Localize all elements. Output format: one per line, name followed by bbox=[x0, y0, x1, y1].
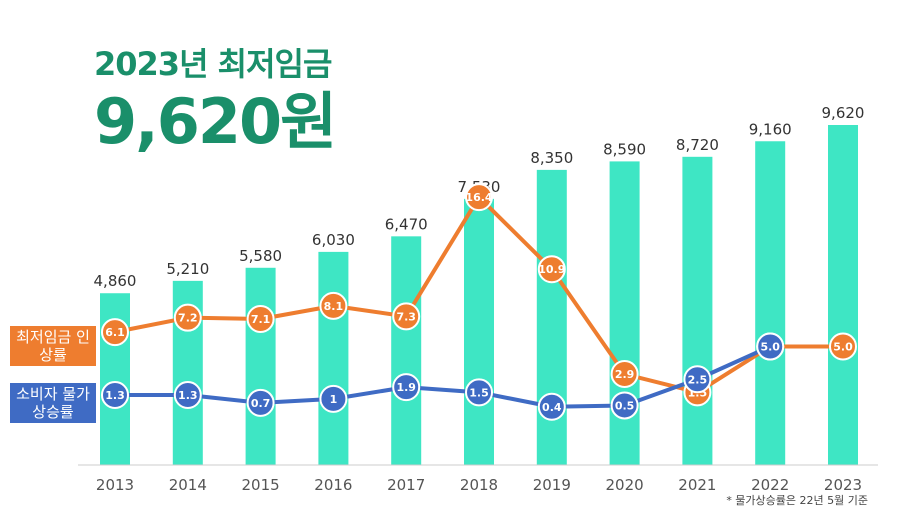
bar-label-2021: 8,720 bbox=[676, 136, 719, 154]
wage-rate-label-2023: 5.0 bbox=[833, 341, 853, 354]
cpi-rate-point-2022 bbox=[756, 332, 785, 361]
bar-label-2014: 5,210 bbox=[166, 260, 209, 278]
bar-label-2016: 6,030 bbox=[312, 231, 355, 249]
x-tick-2020: 2020 bbox=[606, 476, 644, 494]
bar-2021 bbox=[682, 156, 713, 466]
cpi-rate-line bbox=[115, 344, 772, 409]
headline-subtitle: 2023년 최저임금 bbox=[94, 45, 332, 83]
bar-2016 bbox=[318, 251, 349, 465]
cpi-rate-point-2016 bbox=[319, 384, 348, 413]
footnote: * 물가상승률은 22년 5월 기준 bbox=[726, 494, 868, 507]
cpi-rate-point-2013 bbox=[101, 380, 129, 409]
bar-2022 bbox=[755, 141, 786, 465]
x-tick-2022: 2022 bbox=[751, 476, 789, 494]
wage-rate-point-2018 bbox=[465, 183, 493, 212]
headline-amount: 9,620원 bbox=[94, 85, 337, 158]
cpi-rate-point-2019 bbox=[537, 392, 566, 421]
x-tick-2018: 2018 bbox=[460, 476, 498, 494]
cpi-rate-point-2014 bbox=[173, 380, 202, 409]
bar-label-2019: 8,350 bbox=[530, 149, 573, 167]
wage-rate-point-2013 bbox=[101, 318, 129, 347]
cpi-rate-label-2019: 0.4 bbox=[542, 401, 562, 414]
bar-2015 bbox=[245, 267, 276, 465]
bar-label-2015: 5,580 bbox=[239, 247, 282, 265]
bar-2017 bbox=[391, 236, 422, 465]
cpi-rate-label-2013: 1.3 bbox=[105, 389, 125, 402]
wage-rate-label-2020: 2.9 bbox=[615, 368, 635, 381]
legend-cpi-rate: 소비자 물가 상승률 bbox=[10, 383, 96, 423]
x-tick-2023: 2023 bbox=[824, 476, 862, 494]
x-tick-2017: 2017 bbox=[387, 476, 425, 494]
cpi-rate-point-2015 bbox=[246, 388, 275, 417]
cpi-rate-label-2021: 2.5 bbox=[688, 373, 708, 386]
cpi-rate-point-2020 bbox=[610, 391, 639, 420]
wage-rate-point-2017 bbox=[392, 302, 421, 331]
cpi-rate-label-2017: 1.9 bbox=[396, 381, 416, 394]
cpi-rate-label-2020: 0.5 bbox=[615, 399, 635, 412]
cpi-rate-label-2022: 5.0 bbox=[760, 341, 780, 354]
bar-label-2023: 9,620 bbox=[822, 104, 865, 122]
bar-label-2020: 8,590 bbox=[603, 140, 646, 158]
x-tick-2019: 2019 bbox=[533, 476, 571, 494]
wage-rate-point-2020 bbox=[610, 360, 639, 389]
x-tick-2015: 2015 bbox=[242, 476, 280, 494]
cpi-rate-label-2015: 0.7 bbox=[251, 397, 271, 410]
bar-label-2017: 6,470 bbox=[385, 215, 428, 233]
wage-rate-label-2016: 8.1 bbox=[324, 300, 344, 313]
bar-label-2013: 4,860 bbox=[94, 272, 137, 290]
bar-2020 bbox=[609, 161, 640, 465]
cpi-rate-label-2014: 1.3 bbox=[178, 389, 198, 402]
x-tick-2013: 2013 bbox=[96, 476, 134, 494]
wage-rate-point-2015 bbox=[246, 304, 275, 333]
wage-rate-label-2013: 6.1 bbox=[105, 326, 125, 339]
wage-rate-point-2023 bbox=[829, 332, 857, 361]
legend-wage-rate: 최저임금 인상률 bbox=[10, 326, 96, 366]
cpi-rate-point-2021 bbox=[683, 365, 712, 394]
bar-2023 bbox=[828, 125, 858, 465]
wage-rate-label-2017: 7.3 bbox=[396, 310, 416, 323]
headline: 2023년 최저임금 9,620원 bbox=[94, 44, 337, 158]
wage-rate-label-2015: 7.1 bbox=[251, 313, 271, 326]
bar-2018 bbox=[464, 198, 494, 465]
wage-rate-label-2019: 10.9 bbox=[538, 263, 565, 276]
wage-rate-label-2014: 7.2 bbox=[178, 312, 198, 325]
wage-rate-point-2014 bbox=[173, 303, 202, 332]
cpi-rate-point-2018 bbox=[465, 378, 493, 407]
wage-rate-point-2016 bbox=[319, 291, 348, 320]
x-tick-2021: 2021 bbox=[678, 476, 716, 494]
cpi-rate-label-2016: 1 bbox=[330, 393, 338, 406]
x-tick-2014: 2014 bbox=[169, 476, 207, 494]
bar-label-2022: 9,160 bbox=[749, 120, 792, 138]
cpi-rate-label-2018: 1.5 bbox=[469, 386, 489, 399]
x-tick-2016: 2016 bbox=[314, 476, 352, 494]
wage-rate-point-2019 bbox=[537, 255, 566, 284]
cpi-rate-point-2017 bbox=[392, 373, 421, 402]
wage-rate-label-2018: 16.4 bbox=[465, 191, 492, 204]
